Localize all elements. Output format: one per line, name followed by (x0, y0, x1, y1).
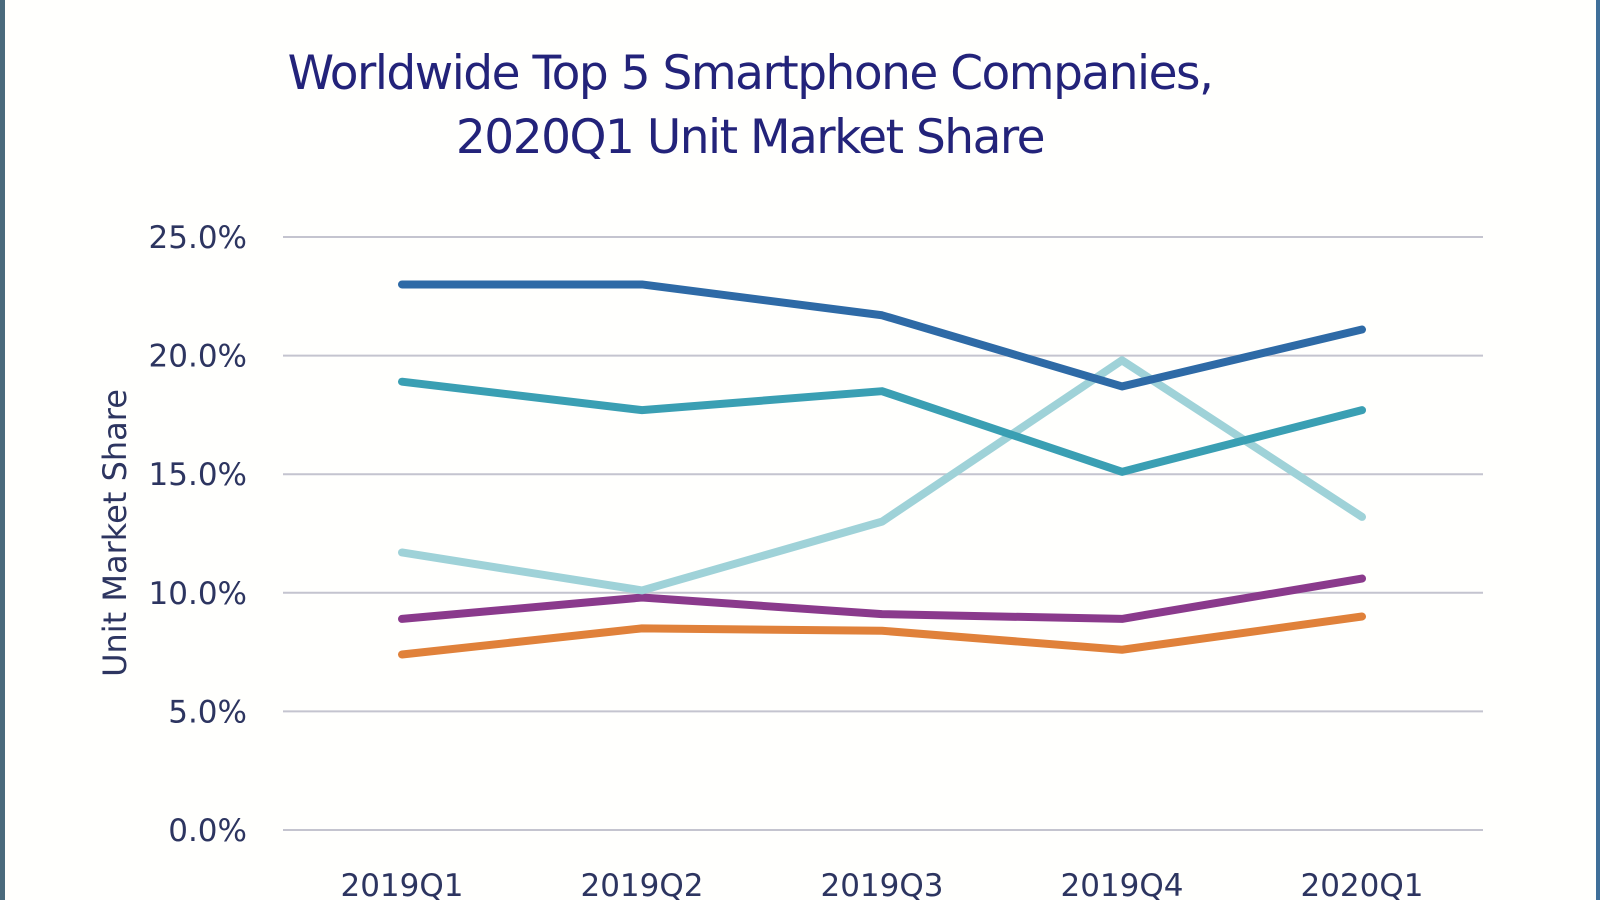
chart-subtitle: 2020Q1 Unit Market Share (455, 110, 1046, 165)
series-line-1 (398, 280, 1366, 391)
x-tick-label: 2019Q4 (1060, 868, 1183, 900)
series-lines (398, 280, 1366, 659)
chart-title-line1: Worldwide Top 5 Smartphone Companies, (287, 46, 1214, 101)
y-tick-label: 0.0% (168, 813, 247, 849)
y-axis-title: Unit Market Share (96, 389, 134, 677)
series-line-4 (398, 574, 1366, 623)
y-axis-ticks: 0.0% 5.0% 10.0% 15.0% 20.0% 25.0% (149, 220, 247, 849)
x-tick-label: 2019Q3 (820, 868, 943, 900)
x-tick-label: 2019Q2 (580, 868, 703, 900)
gridlines (283, 236, 1483, 831)
x-tick-label: 2020Q1 (1300, 868, 1423, 900)
y-tick-label: 5.0% (168, 694, 247, 730)
series-line-2 (398, 377, 1366, 476)
y-tick-label: 15.0% (149, 457, 247, 493)
y-tick-label: 20.0% (149, 339, 247, 375)
chart-title: Worldwide Top 5 Smartphone Companies, 20… (0, 42, 1600, 170)
series-line-5 (398, 612, 1366, 659)
x-tick-label: 2019Q1 (340, 868, 463, 900)
series-line-3 (398, 356, 1366, 595)
x-axis-ticks: 2019Q1 2019Q2 2019Q3 2019Q4 2020Q1 (340, 868, 1423, 900)
y-tick-label: 10.0% (149, 576, 247, 612)
y-tick-label: 25.0% (149, 220, 247, 256)
